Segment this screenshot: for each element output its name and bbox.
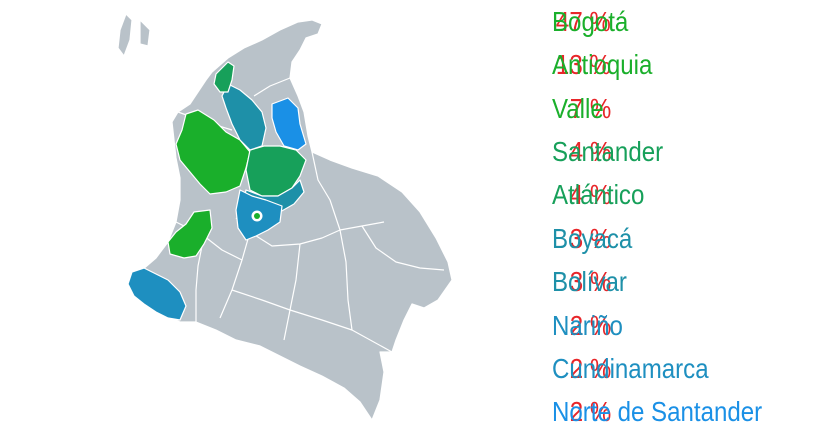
region-name: Bolívar	[552, 266, 627, 297]
region-name: Nariño	[552, 310, 623, 341]
region-percentage-list: 47 % Bogotá 13 % Antioquia 7 % Valle 4 % Santan…	[470, 0, 833, 434]
region-percent: 3 %	[569, 266, 611, 297]
region-row-norte-de-santander: 2 % Norte de Santander	[470, 390, 833, 434]
region-atlantico	[213, 61, 235, 93]
colombia-map-svg	[117, 13, 453, 421]
region-name: Bogotá	[552, 6, 629, 37]
colombia-map	[117, 13, 453, 421]
region-percent: 47 %	[556, 6, 611, 37]
region-name: Antioquia	[552, 49, 653, 80]
region-row-valle: 7 % Valle	[470, 87, 833, 131]
region-percent: 4 %	[569, 136, 611, 167]
region-percent: 2 %	[569, 353, 611, 384]
region-percent: 3 %	[569, 223, 611, 254]
region-valle	[167, 209, 213, 259]
region-percent: 13 %	[556, 49, 611, 80]
region-row-boyaca: 3 % Boyacá	[470, 217, 833, 261]
region-percent: 7 %	[569, 93, 611, 124]
region-percent: 2 %	[569, 310, 611, 341]
region-norte-de-santander	[271, 97, 307, 151]
region-name: Boyacá	[552, 223, 633, 254]
region-antioquia	[175, 109, 251, 195]
region-row-antioquia: 13 % Antioquia	[470, 43, 833, 87]
region-santander	[245, 145, 307, 197]
region-narino	[127, 267, 187, 321]
region-name: Cundinamarca	[552, 353, 709, 384]
region-percent: 2 %	[569, 396, 611, 427]
providencia-island	[139, 19, 151, 47]
region-row-bogota: 47 % Bogotá	[470, 0, 833, 44]
region-name: Santander	[552, 136, 664, 167]
region-name: Valle	[552, 93, 604, 124]
bogota-marker-dot	[254, 213, 260, 219]
region-percent: 4 %	[569, 179, 611, 210]
region-row-cundinamarca: 2 % Cundinamarca	[470, 347, 833, 391]
region-name: Norte de Santander	[552, 396, 763, 427]
region-row-narino: 2 % Nariño	[470, 304, 833, 348]
region-name: Atlántico	[552, 179, 645, 210]
san-andres-island	[117, 13, 133, 57]
region-row-atlantico: 4 % Atlántico	[470, 173, 833, 217]
colombia-outline	[129, 19, 453, 421]
region-bolivar	[221, 83, 267, 151]
region-row-santander: 4 % Santander	[470, 130, 833, 174]
region-row-bolivar: 3 % Bolívar	[470, 260, 833, 304]
